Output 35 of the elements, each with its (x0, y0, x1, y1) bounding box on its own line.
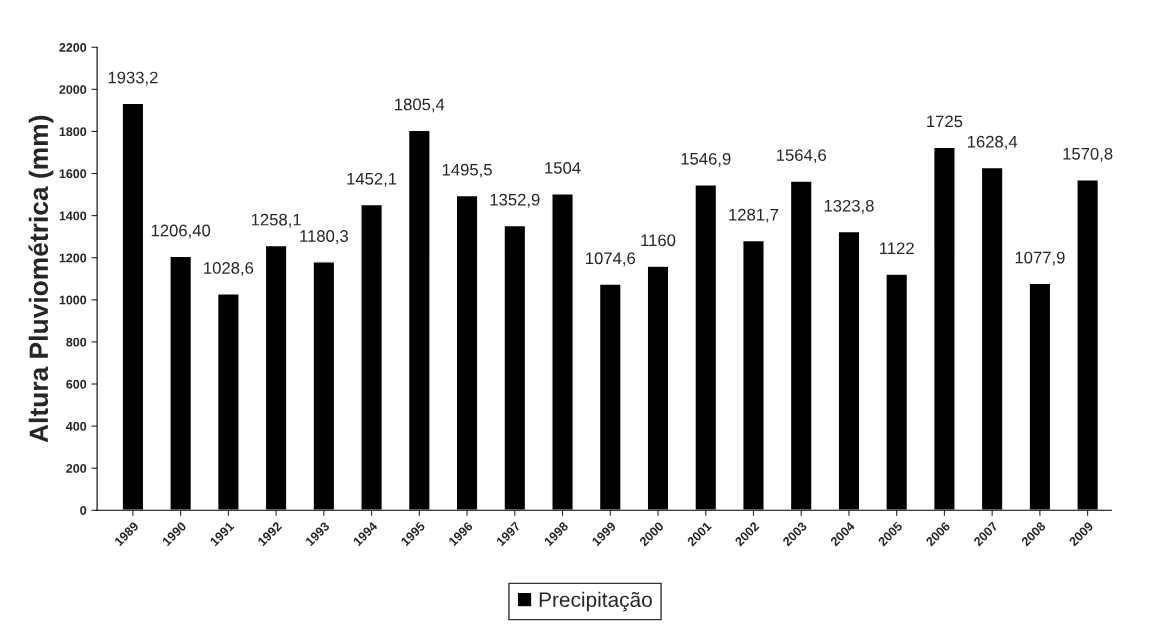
y-tick-label: 400 (66, 421, 87, 431)
data-label: 1074,6 (586, 252, 636, 267)
y-tick-label: 200 (66, 464, 87, 473)
data-label: 1628,4 (967, 135, 1018, 150)
data-label: 1805,4 (395, 98, 445, 113)
data-label: 1122 (880, 242, 914, 255)
data-label: 1281,7 (729, 208, 779, 223)
y-tick-label: 1200 (59, 253, 87, 263)
data-label: 1564,6 (777, 149, 826, 163)
y-tick-label: 0 (80, 506, 87, 515)
data-label: 1725 (927, 115, 963, 128)
data-label: 1206,40 (151, 224, 211, 239)
data-label: 1495,5 (442, 163, 492, 178)
data-label: 1570,8 (1063, 147, 1113, 162)
data-label: 1452,1 (347, 172, 397, 187)
data-label: 1028,6 (204, 262, 254, 276)
data-label: 1352,9 (490, 193, 540, 208)
y-tick-label: 800 (66, 337, 87, 347)
y-tick-label: 1800 (59, 127, 87, 137)
data-label: 1933,2 (108, 71, 158, 86)
y-tick-label: 1600 (59, 169, 87, 179)
data-label: 1546,9 (681, 152, 731, 167)
y-tick-label: 2000 (59, 85, 87, 94)
y-tick-label: 1000 (59, 295, 87, 305)
data-label: 1180,3 (300, 230, 348, 244)
y-axis-title: Altura Pluviométrica (mm) (28, 115, 54, 443)
data-label: 1504 (545, 161, 581, 174)
data-label: 1323,8 (824, 199, 874, 214)
y-tick-label: 2200 (59, 43, 87, 52)
data-label: 1077,9 (1015, 251, 1065, 266)
data-label: 1258,1 (251, 213, 301, 228)
y-tick-label: 600 (66, 379, 87, 389)
y-tick-label: 1400 (59, 211, 87, 221)
legend-label: Precipitação (539, 591, 652, 612)
data-label: 1160 (641, 234, 676, 247)
